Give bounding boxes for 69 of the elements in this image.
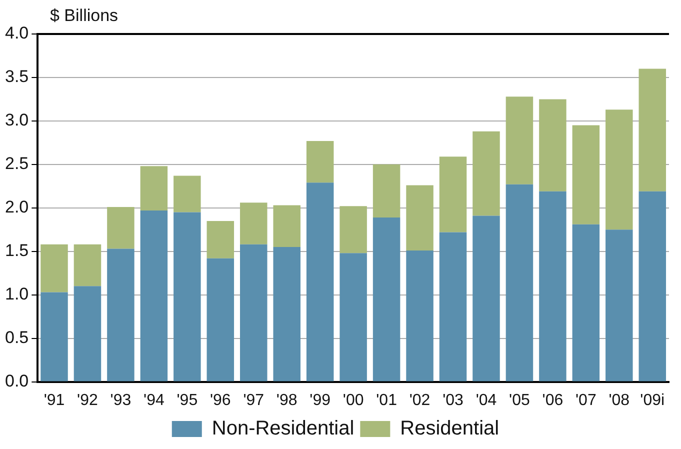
bar (306, 140, 334, 183)
bar (572, 125, 600, 224)
bar (506, 184, 534, 382)
bar (572, 224, 600, 382)
x-tick-label: '99 (310, 392, 331, 409)
bar (140, 210, 168, 382)
x-tick-label: '92 (77, 392, 98, 409)
x-tick-label: '07 (575, 392, 596, 409)
y-tick-label: 1.0 (4, 284, 29, 304)
bar (439, 232, 467, 382)
bar (539, 99, 566, 192)
x-tick-label: '03 (442, 392, 464, 409)
bar (472, 131, 500, 216)
y-axis-title: $ Billions (50, 6, 118, 26)
bar (206, 258, 234, 382)
bar (140, 166, 168, 211)
x-tick-label: '00 (342, 392, 364, 409)
legend-label: Non-Residential (212, 418, 354, 440)
bar (606, 230, 633, 382)
bar (340, 206, 367, 254)
x-tick-label: '97 (243, 392, 264, 409)
x-tick-label: '95 (176, 392, 198, 409)
bar (107, 207, 134, 249)
x-tick-label: '02 (409, 392, 430, 409)
x-tick-label: '93 (110, 392, 132, 409)
bar (206, 220, 234, 258)
bar (273, 205, 300, 248)
bar (40, 244, 68, 292)
x-tick-label: '94 (144, 392, 164, 409)
legend-label: Residential (400, 418, 500, 440)
bar (372, 164, 400, 218)
y-tick-label: 2.0 (4, 198, 29, 217)
y-tick-label: 3.0 (4, 110, 29, 130)
bar (273, 247, 300, 382)
bar (406, 185, 434, 251)
bar (107, 248, 134, 382)
bar (174, 212, 201, 382)
y-tick-label: 2.5 (4, 154, 29, 174)
x-tick-label: '06 (542, 392, 564, 409)
y-tick-label: 4.0 (4, 24, 29, 43)
y-tick-label: 0.5 (4, 328, 29, 348)
bar (539, 191, 566, 382)
x-tick-label: '08 (608, 392, 630, 409)
bar (606, 110, 633, 230)
bar (406, 250, 434, 382)
x-tick-label: '05 (509, 392, 530, 409)
bar (240, 202, 268, 244)
x-tick-label: '98 (276, 392, 298, 409)
y-tick-label: 0.0 (4, 371, 29, 390)
bar (638, 191, 666, 382)
bar (40, 292, 68, 382)
bar (506, 96, 534, 184)
x-tick-label: '09i (640, 392, 665, 409)
bar (372, 217, 400, 382)
bar (638, 68, 666, 192)
bar (240, 244, 268, 382)
x-tick-label: '91 (44, 392, 65, 409)
x-tick-label: '96 (210, 392, 231, 409)
y-tick-label: 3.5 (4, 67, 29, 86)
y-tick-label: 1.5 (4, 241, 29, 260)
bar (340, 253, 367, 382)
bar (74, 244, 102, 286)
x-tick-label: '01 (376, 392, 398, 409)
bar (74, 286, 102, 382)
bar (439, 156, 467, 232)
bar (306, 182, 334, 382)
bar (174, 176, 201, 212)
bar (472, 216, 500, 382)
x-tick-label: '04 (476, 392, 497, 409)
